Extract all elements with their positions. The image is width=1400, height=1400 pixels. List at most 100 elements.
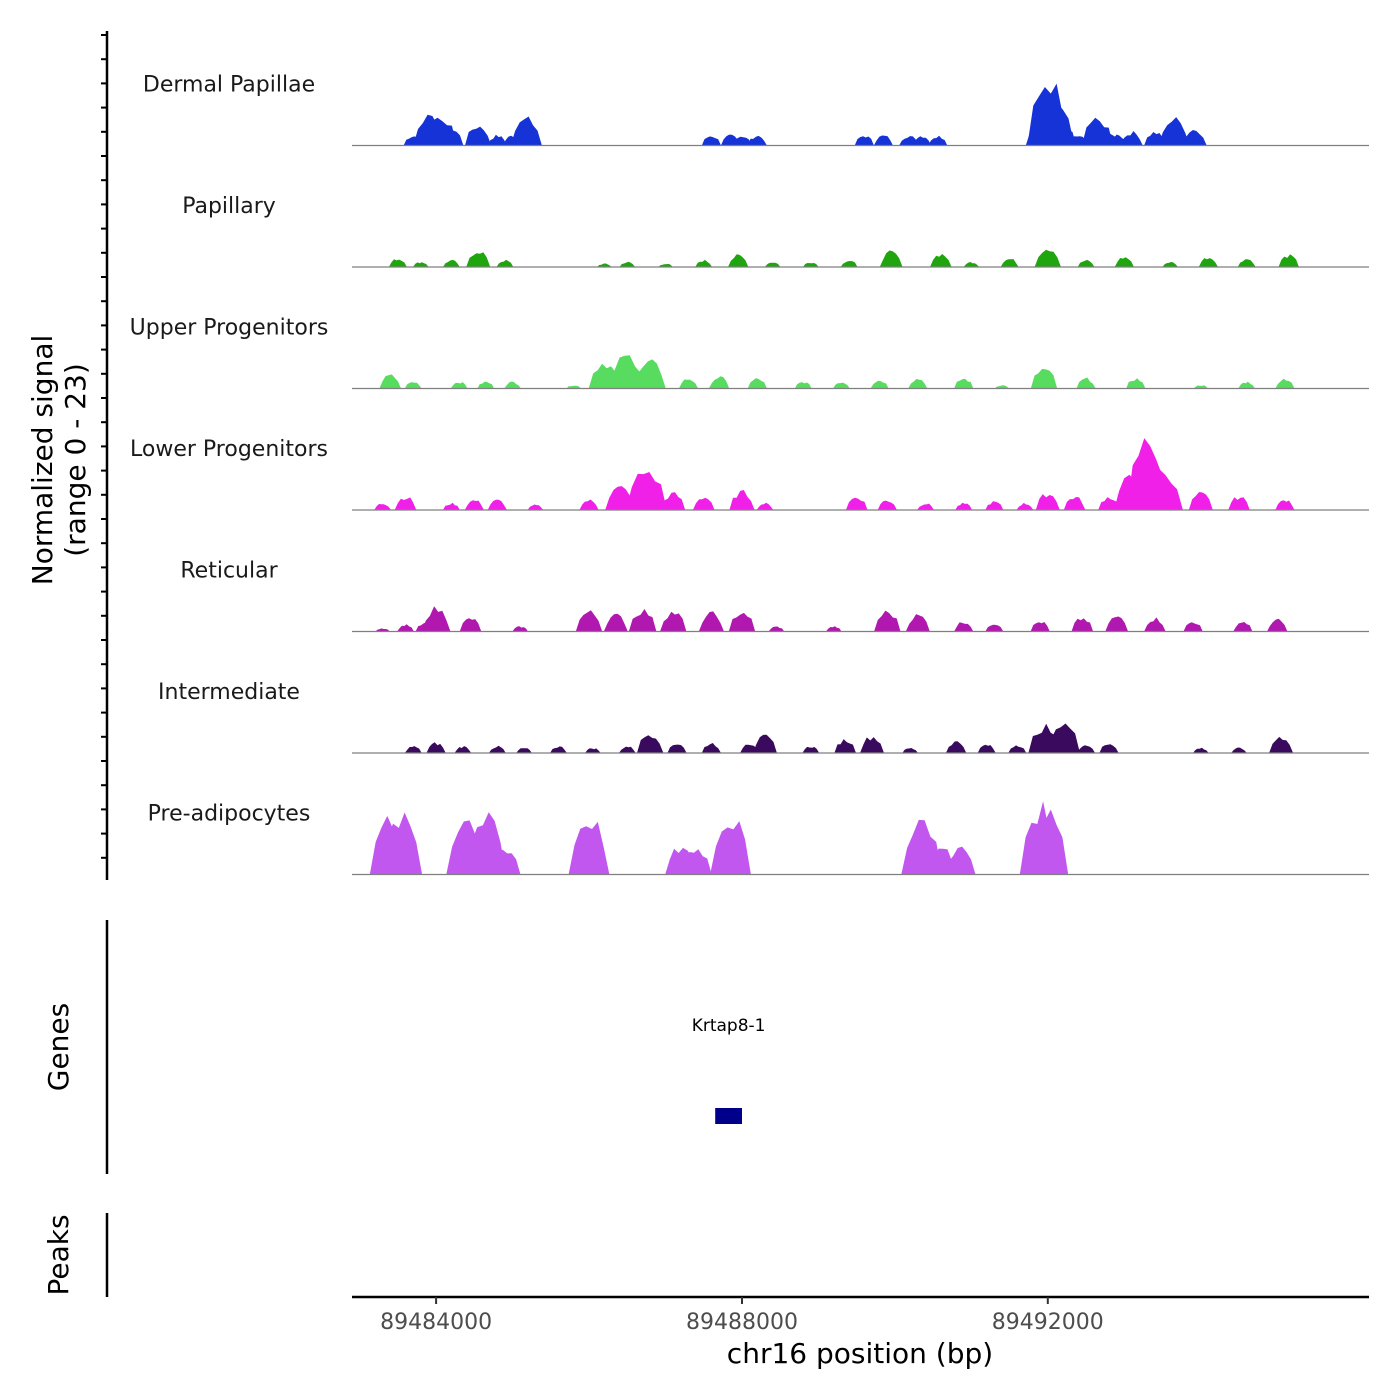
coverage-peak: [803, 263, 819, 267]
coverage-peak: [605, 486, 634, 510]
coverage-peak: [912, 136, 932, 146]
coverage-peak: [845, 497, 868, 510]
coverage-peak: [477, 381, 495, 389]
coverage-peak: [1016, 502, 1034, 510]
x-tick-label: 89488000: [686, 1310, 798, 1335]
coverage-y-axis: Normalized signal (range 0 - 23): [26, 31, 109, 880]
coverage-peak: [465, 126, 492, 146]
coverage-peak: [1034, 249, 1061, 267]
coverage-peak: [487, 134, 507, 146]
coverage-peak: [698, 611, 724, 632]
coverage-peak: [487, 499, 507, 510]
track-upper-progenitors: Upper Progenitors: [130, 316, 1369, 390]
coverage-peak: [954, 378, 974, 389]
coverage-peak: [1193, 385, 1208, 389]
coverage-peak: [658, 263, 673, 267]
genes-panel-title: Genes: [42, 1003, 75, 1091]
coverage-peak: [1027, 809, 1069, 875]
coverage-peak: [1035, 494, 1060, 510]
coverage-peak: [701, 743, 721, 753]
coverage-peak: [756, 502, 774, 510]
coverage-peak: [374, 504, 391, 510]
coverage-peak: [504, 381, 521, 389]
coverage-peak: [874, 610, 901, 632]
coverage-peak: [1126, 378, 1146, 389]
coverage-peak: [619, 261, 636, 267]
coverage-peak: [728, 254, 749, 267]
coverage-peak: [1076, 377, 1096, 389]
coverage-peak: [381, 812, 423, 875]
coverage-peak: [873, 135, 893, 146]
peaks-panel-title: Peaks: [42, 1214, 75, 1295]
y-axis-range: (range 0 - 23): [59, 363, 92, 557]
coverage-peak: [421, 606, 451, 632]
coverage-peak: [764, 262, 781, 267]
coverage-peak: [516, 748, 532, 753]
coverage-peak: [955, 502, 973, 510]
coverage-tracks: Dermal Papillae Papillary Upper Progenitor…: [130, 73, 1369, 876]
y-axis-title: Normalized signal: [26, 335, 59, 586]
coverage-peak: [963, 262, 980, 267]
track-papillary: Papillary: [182, 194, 1369, 268]
peaks-panel: Peaks: [42, 1213, 109, 1297]
track-label: Pre-adipocytes: [148, 802, 311, 827]
coverage-peak: [1228, 497, 1250, 510]
x-axis-title: chr16 position (bp): [727, 1337, 993, 1370]
coverage-peak: [854, 136, 874, 146]
coverage-peak: [375, 628, 390, 632]
coverage-peak: [1121, 131, 1143, 146]
coverage-peak: [404, 382, 422, 389]
coverage-peak: [443, 259, 460, 267]
coverage-peak: [944, 846, 976, 875]
coverage-peak: [1099, 744, 1119, 753]
coverage-peak: [394, 497, 417, 510]
coverage-peak: [908, 378, 928, 389]
x-tick-label: 89484000: [380, 1310, 492, 1335]
coverage-peak: [1278, 254, 1299, 267]
coverage-peak: [1142, 469, 1183, 510]
x-axis-ticks: 89484000 89488000 89492000: [380, 1297, 1104, 1335]
coverage-peak: [426, 742, 446, 753]
coverage-peak: [1193, 747, 1209, 753]
coverage-peak: [575, 610, 603, 632]
coverage-peak: [1008, 745, 1027, 753]
track-lower-progenitors: Lower Progenitors: [130, 437, 1369, 511]
track-dermal-papillae: Dermal Papillae: [143, 73, 1369, 147]
coverage-peak: [1233, 622, 1253, 632]
coverage-peak: [692, 497, 715, 510]
coverage-peak: [879, 250, 903, 267]
coverage-y-ticks: [101, 34, 107, 859]
coverage-peak: [618, 746, 636, 753]
coverage-peak: [488, 745, 506, 753]
track-label: Upper Progenitors: [130, 316, 329, 341]
coverage-peak: [701, 136, 721, 146]
coverage-peak: [994, 385, 1010, 389]
track-pre-adipocytes: Pre-adipocytes: [148, 801, 1369, 876]
coverage-peak: [860, 737, 884, 753]
coverage-peak: [825, 626, 842, 632]
coverage-peak: [603, 613, 628, 632]
coverage-peak: [732, 136, 752, 146]
coverage-peak: [439, 129, 464, 146]
coverage-peak: [566, 385, 581, 389]
coverage-peak: [905, 614, 930, 632]
coverage-peak: [977, 744, 996, 753]
coverage-peak: [834, 739, 856, 753]
coverage-peak: [1237, 259, 1256, 267]
coverage-peak: [466, 252, 491, 267]
coverage-peak: [397, 624, 414, 632]
coverage-peak: [660, 611, 687, 632]
coverage-peak: [877, 500, 897, 510]
coverage-peak: [1231, 747, 1247, 753]
coverage-peak: [1063, 497, 1086, 510]
coverage-peak: [678, 379, 699, 389]
coverage-peak: [450, 382, 468, 389]
coverage-peak: [489, 849, 521, 875]
coverage-peak: [609, 355, 646, 389]
coverage-peak: [496, 259, 514, 267]
coverage-peak: [802, 746, 820, 753]
track-label: Papillary: [182, 194, 276, 219]
coverage-peak: [794, 382, 812, 389]
coverage-peak: [752, 734, 777, 753]
coverage-peak: [1046, 723, 1080, 753]
